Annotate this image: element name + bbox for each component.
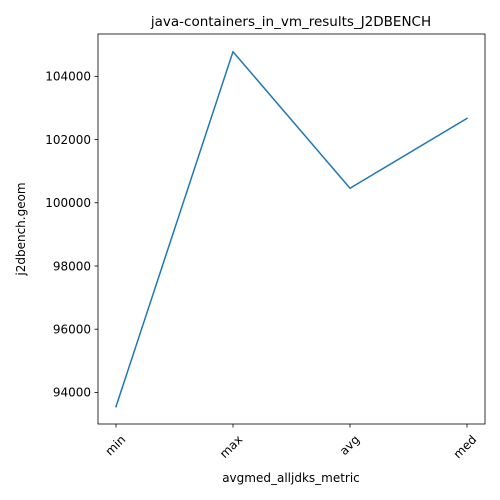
y-tick-label: 104000: [45, 70, 91, 84]
x-tick-label: min: [102, 432, 128, 458]
y-tick-label: 98000: [53, 259, 91, 273]
y-tick-label: 96000: [53, 322, 91, 336]
plot-area: 94000 96000 98000 100000 102000 104000 min max a…: [45, 33, 486, 461]
y-tick-label: 102000: [45, 133, 91, 147]
plot-frame: [97, 33, 486, 425]
chart-title: java-containers_in_vm_results_J2DBENCH: [150, 14, 431, 30]
y-axis-label: j2dbench.geom: [14, 182, 28, 276]
y-tick-label: 94000: [53, 386, 91, 400]
y-tick-label: 100000: [45, 196, 91, 210]
x-axis-label: avgmed_alljdks_metric: [222, 471, 360, 485]
x-tick-label: max: [217, 432, 245, 460]
x-tick-label: avg: [337, 432, 363, 458]
x-tick-label: med: [451, 432, 480, 461]
series-line: [115, 50, 469, 408]
